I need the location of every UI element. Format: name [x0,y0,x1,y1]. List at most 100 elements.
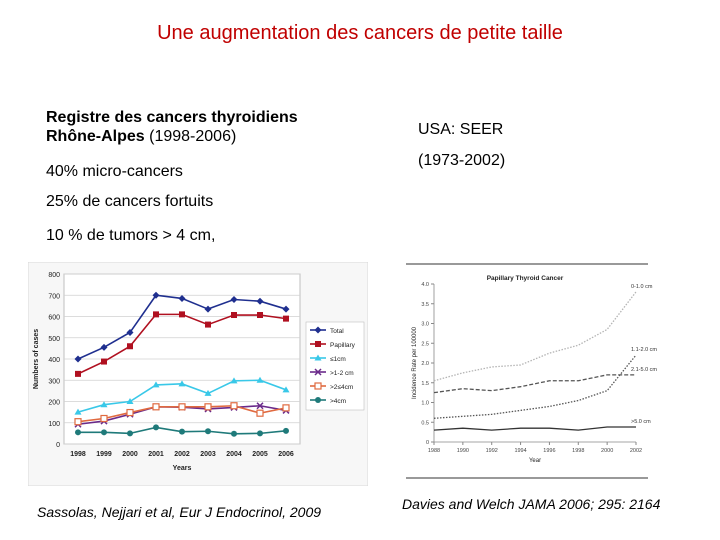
series-end-label-2-1-5-0-cm: 2.1-5.0 cm [631,367,657,373]
data-point-1cm [74,408,82,415]
data-point-1cm [256,376,264,383]
series-1cm [74,376,290,415]
seer-period: (1973-2002) [418,152,506,169]
legend-marker-total [314,326,322,334]
chart-right-xtick-label: 1992 [486,448,498,454]
chart-left-xtick-label: 2005 [252,451,268,458]
chart-left-xtick-label: 2001 [148,451,164,458]
series-1-1-2-0-cm [433,354,637,419]
series-0-1-0-cm [433,291,637,382]
data-point-papillary [101,358,107,365]
bullet-micro-cancers: 40% micro-cancers [46,163,183,180]
chart-left-ytick-label: 400 [48,357,60,364]
chart-left-ytick-label: 500 [48,336,60,343]
data-point-papillary [127,343,133,350]
data-point-papillary [283,315,289,322]
series-4cm [75,424,289,437]
data-point-2-4cm [126,408,134,417]
chart-right-ytick-label: 0.5 [421,420,429,426]
legend-marker-papillary [315,341,321,347]
series-end-label-1-1-2-0-cm: 1.1-2.0 cm [631,347,657,353]
data-point-total [100,343,108,351]
series-end-label-0-1-0-cm: 0-1.0 cm [631,284,653,290]
legend-label-1cm: ≤1cm [330,356,346,363]
chart-right: Papillary Thyroid Cancer 0 0.5 1.0 1.5 2.0 2.5… [406,263,657,479]
data-point-total [230,296,238,303]
data-point-1-2-cm [256,402,264,410]
legend-marker-1-2-cm [314,368,322,376]
chart-right-ytick-label: 1.0 [421,401,429,407]
chart-right-xtick-label: 1996 [543,448,555,454]
chart-right-title: Papillary Thyroid Cancer [487,275,564,282]
series-papillary [75,311,289,377]
data-point-1cm [152,381,160,388]
chart-left-legend-box [305,321,365,411]
data-point-papillary [75,370,81,377]
slide-title: Une augmentation des cancers de petite t… [157,22,563,44]
data-point-1cm [204,389,212,396]
chart-left: 0 100 200 300 400 500 600 700 800 1998 1999 2000 200… [27,261,369,487]
data-point-2-4cm [230,402,238,410]
data-point-total [282,305,290,313]
series-5-0-cm [433,426,636,431]
citation-right: Davies and Welch JAMA 2006; 295: 2164 [402,496,661,512]
legend-marker-4cm [315,397,321,403]
chart-left-ytick-label: 200 [48,400,60,407]
bullet-large-tumors: 10 % de tumors > 4 cm, [46,227,216,244]
registry-period: (1998-2006) [144,128,237,145]
chart-left-ytick-label: 800 [48,272,60,279]
series-line-1-1-2-0-cm [433,354,637,419]
series-end-label-5-0-cm: >5.0 cm [631,419,651,425]
data-point-4cm [179,428,185,435]
chart-right-ytick-label: 4.0 [421,282,429,288]
data-point-4cm [257,430,263,437]
chart-left-xtick-label: 1998 [70,451,86,458]
data-point-2-4cm [282,404,290,412]
data-point-4cm [75,429,81,436]
data-point-2-4cm [256,409,264,417]
data-point-2-4cm [178,403,186,411]
legend-label-total: Total [330,328,344,335]
series-total [74,291,290,363]
chart-right-xtick-label: 2002 [630,448,642,454]
data-point-4cm [101,429,107,436]
data-point-papillary [231,312,237,319]
seer-source: USA: SEER [418,121,504,138]
data-point-papillary [153,311,159,318]
data-point-papillary [179,311,185,318]
series-line-5-0-cm [433,426,636,431]
chart-left-xtick-label: 2006 [278,451,294,458]
data-point-2-4cm [152,403,160,411]
legend-label-4cm: >4cm [330,398,346,405]
chart-left-xlabel: Years [173,465,192,472]
chart-left-xtick-label: 1999 [96,451,112,458]
chart-right-ytick-label: 1.5 [421,381,429,387]
data-point-4cm [127,430,133,437]
chart-right-xlabel: Year [529,458,541,464]
chart-right-panel: Papillary Thyroid Cancer 0 0.5 1.0 1.5 2.0 2.5… [398,262,658,491]
chart-right-xtick-label: 1990 [457,448,469,454]
chart-left-ytick-label: 100 [48,421,60,428]
registry-line-2: Rhône-Alpes (1998-2006) [46,127,236,147]
series-2-1-5-0-cm [433,374,636,394]
bullet-incidental-cancers: 25% de cancers fortuits [46,193,214,210]
chart-right-xtick-label: 1988 [428,448,440,454]
data-point-2-4cm [74,418,82,426]
data-point-1cm [282,386,290,393]
data-point-4cm [231,430,237,437]
data-point-4cm [205,428,211,435]
citation-left: Sassolas, Nejjari et al, Eur J Endocrino… [37,504,322,520]
chart-left-ytick-label: 300 [48,378,60,385]
registry-region: Rhône-Alpes [46,128,145,145]
chart-right-ytick-label: 2.5 [421,341,429,347]
chart-left-ytick-label: 0 [56,442,60,449]
data-point-total [204,305,212,313]
data-point-1cm [230,377,238,384]
data-point-1cm [126,398,134,404]
chart-right-ytick-label: 2.0 [421,361,429,367]
chart-right-xtick-label: 2000 [601,448,613,454]
chart-left-ytick-label: 600 [48,315,60,322]
chart-left-xtick-label: 2000 [122,451,138,458]
chart-left-ytick-label: 700 [48,293,60,300]
legend-label-2-4cm: >2≤4cm [330,384,353,391]
